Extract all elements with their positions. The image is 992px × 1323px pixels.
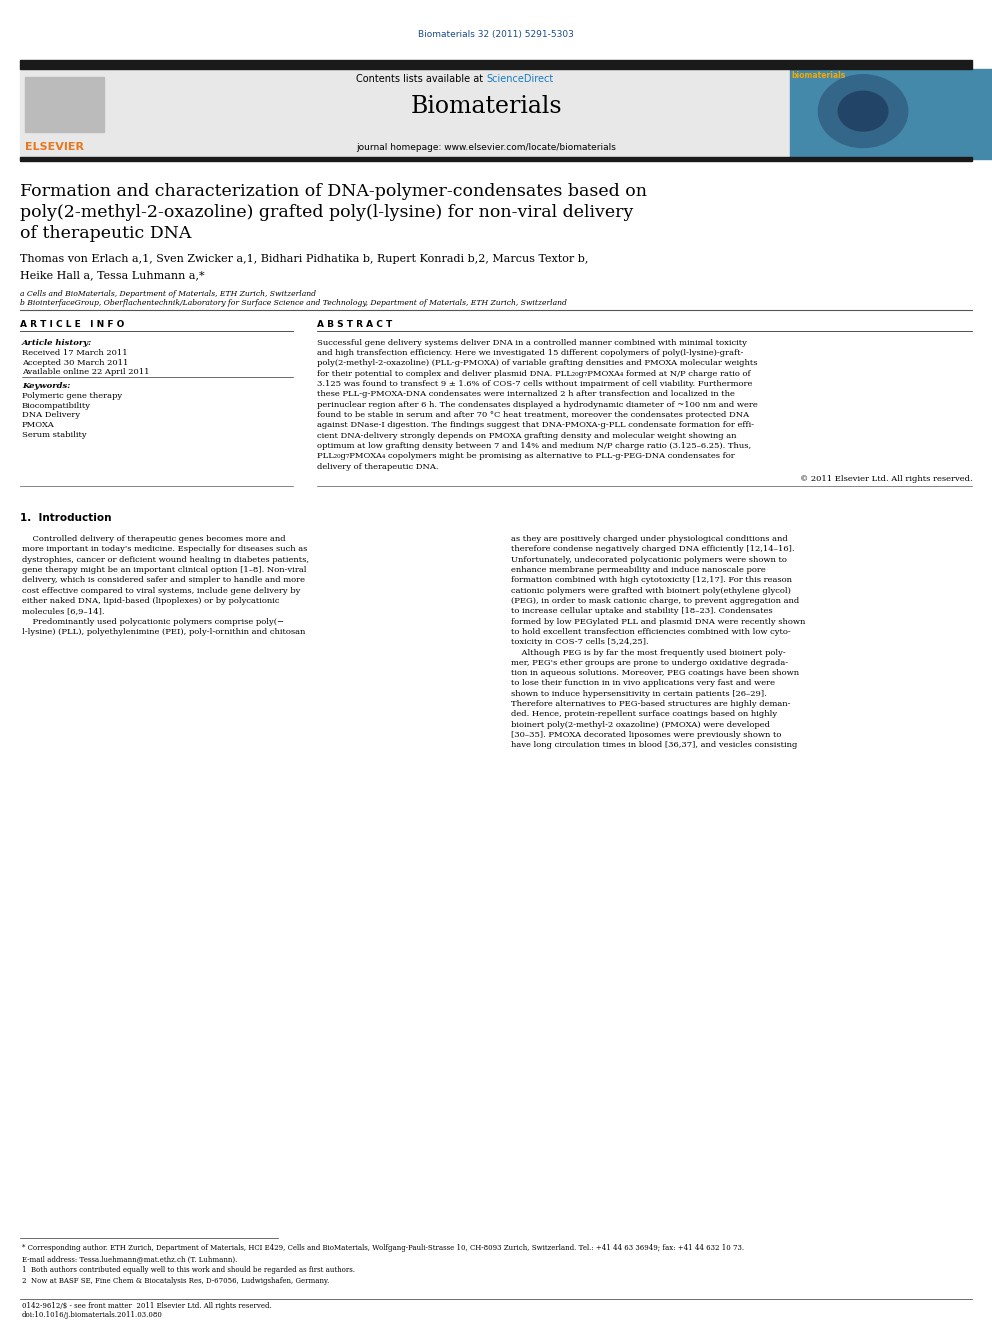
Text: to increase cellular uptake and stability [18–23]. Condensates: to increase cellular uptake and stabilit… (511, 607, 773, 615)
Text: A B S T R A C T: A B S T R A C T (317, 320, 393, 329)
Text: cient DNA-delivery strongly depends on PMOXA grafting density and molecular weig: cient DNA-delivery strongly depends on P… (317, 431, 737, 439)
Ellipse shape (838, 91, 888, 131)
Text: * Corresponding author. ETH Zurich, Department of Materials, HCI E429, Cells and: * Corresponding author. ETH Zurich, Depa… (22, 1244, 744, 1252)
Text: bioinert poly(2-methyl-2 oxazoline) (PMOXA) were developed: bioinert poly(2-methyl-2 oxazoline) (PMO… (511, 721, 770, 729)
Text: molecules [6,9–14].: molecules [6,9–14]. (22, 607, 104, 615)
Text: enhance membrane permeability and induce nanoscale pore: enhance membrane permeability and induce… (511, 566, 766, 574)
Text: have long circulation times in blood [36,37], and vesicles consisting: have long circulation times in blood [36… (511, 741, 798, 749)
Text: cationic polymers were grafted with bioinert poly(ethylene glycol): cationic polymers were grafted with bioi… (511, 586, 791, 594)
Text: formed by low PEGylated PLL and plasmid DNA were recently shown: formed by low PEGylated PLL and plasmid … (511, 618, 806, 626)
Text: 1.  Introduction: 1. Introduction (20, 512, 111, 523)
Text: Biocompatibility: Biocompatibility (22, 402, 91, 410)
Text: ScienceDirect: ScienceDirect (486, 74, 554, 85)
Text: delivery of therapeutic DNA.: delivery of therapeutic DNA. (317, 463, 438, 471)
Text: Thomas von Erlach a,1, Sven Zwicker a,1, Bidhari Pidhatika b, Rupert Konradi b,2: Thomas von Erlach a,1, Sven Zwicker a,1,… (20, 254, 588, 265)
Text: against DNase-I digestion. The findings suggest that DNA-PMOXA-g-PLL condensate : against DNase-I digestion. The findings … (317, 421, 755, 429)
Text: journal homepage: www.elsevier.com/locate/biomaterials: journal homepage: www.elsevier.com/locat… (356, 143, 616, 152)
Text: biomaterials: biomaterials (792, 71, 846, 81)
Text: these PLL-g-PMOXA-DNA condensates were internalized 2 h after transfection and l: these PLL-g-PMOXA-DNA condensates were i… (317, 390, 735, 398)
Text: Received 17 March 2011: Received 17 March 2011 (22, 349, 127, 357)
Text: Unfortunately, undecorated polycationic polymers were shown to: Unfortunately, undecorated polycationic … (511, 556, 787, 564)
Text: Keywords:: Keywords: (22, 382, 70, 390)
Text: [30–35]. PMOXA decorated liposomes were previously shown to: [30–35]. PMOXA decorated liposomes were … (511, 732, 782, 740)
Text: cost effective compared to viral systems, include gene delivery by: cost effective compared to viral systems… (22, 586, 301, 594)
Text: PMOXA: PMOXA (22, 421, 55, 430)
Text: poly(2-methyl-2-oxazoline) (PLL-g-PMOXA) of variable grafting densities and PMOX: poly(2-methyl-2-oxazoline) (PLL-g-PMOXA)… (317, 360, 758, 368)
Text: ELSEVIER: ELSEVIER (25, 142, 83, 152)
Text: and high transfection efficiency. Here we investigated 15 different copolymers o: and high transfection efficiency. Here w… (317, 349, 744, 357)
Text: PLL₂₀g₇PMOXA₄ copolymers might be promising as alternative to PLL-g-PEG-DNA cond: PLL₂₀g₇PMOXA₄ copolymers might be promis… (317, 452, 735, 460)
Text: 1  Both authors contributed equally well to this work and should be regarded as : 1 Both authors contributed equally well … (22, 1266, 355, 1274)
Text: Controlled delivery of therapeutic genes becomes more and: Controlled delivery of therapeutic genes… (22, 534, 286, 542)
Text: E-mail address: Tessa.luehmann@mat.ethz.ch (T. Luhmann).: E-mail address: Tessa.luehmann@mat.ethz.… (22, 1256, 237, 1263)
Text: (PEG), in order to mask cationic charge, to prevent aggregation and: (PEG), in order to mask cationic charge,… (511, 597, 800, 605)
Text: 3.125 was found to transfect 9 ± 1.6% of COS-7 cells without impairment of cell : 3.125 was found to transfect 9 ± 1.6% of… (317, 380, 753, 388)
Text: ded. Hence, protein-repellent surface coatings based on highly: ded. Hence, protein-repellent surface co… (511, 710, 777, 718)
Text: doi:10.1016/j.biomaterials.2011.03.080: doi:10.1016/j.biomaterials.2011.03.080 (22, 1311, 163, 1319)
Bar (790, 69, 992, 159)
Text: to lose their function in in vivo applications very fast and were: to lose their function in in vivo applic… (511, 680, 775, 688)
Text: Therefore alternatives to PEG-based structures are highly deman-: Therefore alternatives to PEG-based stru… (511, 700, 791, 708)
Text: 2  Now at BASF SE, Fine Chem & Biocatalysis Res, D-67056, Ludwigshafen, Germany.: 2 Now at BASF SE, Fine Chem & Biocatalys… (22, 1277, 329, 1285)
Text: more important in today's medicine. Especially for diseases such as: more important in today's medicine. Espe… (22, 545, 308, 553)
Text: 0142-9612/$ - see front matter  2011 Elsevier Ltd. All rights reserved.: 0142-9612/$ - see front matter 2011 Else… (22, 1302, 272, 1310)
Text: l-lysine) (PLL), polyethylenimine (PEI), poly-l-ornithin and chitosan: l-lysine) (PLL), polyethylenimine (PEI),… (22, 628, 306, 636)
Text: formation combined with high cytotoxicity [12,17]. For this reason: formation combined with high cytotoxicit… (511, 577, 792, 585)
Text: for their potential to complex and deliver plasmid DNA. PLL₂₀g₇PMOXA₄ formed at : for their potential to complex and deliv… (317, 369, 751, 377)
Text: as they are positively charged under physiological conditions and: as they are positively charged under phy… (511, 534, 788, 542)
Text: Heike Hall a, Tessa Luhmann a,*: Heike Hall a, Tessa Luhmann a,* (20, 270, 204, 280)
Text: b BiointerfaceGroup, Oberflachentechnik/Laboratory for Surface Science and Techn: b BiointerfaceGroup, Oberflachentechnik/… (20, 299, 566, 307)
Text: gene therapy might be an important clinical option [1–8]. Non-viral: gene therapy might be an important clini… (22, 566, 307, 574)
Text: optimum at low grafting density between 7 and 14% and medium N/P charge ratio (3: optimum at low grafting density between … (317, 442, 752, 450)
Text: Polymeric gene therapy: Polymeric gene therapy (22, 392, 122, 400)
Text: Predominantly used polycationic polymers comprise poly(−: Predominantly used polycationic polymers… (22, 618, 284, 626)
Bar (20, 157, 972, 161)
Text: Accepted 30 March 2011: Accepted 30 March 2011 (22, 359, 128, 366)
Text: found to be stable in serum and after 70 °C heat treatment, moreover the condens: found to be stable in serum and after 70… (317, 411, 750, 419)
Text: Contents lists available at: Contents lists available at (356, 74, 486, 85)
Bar (20, 60, 972, 69)
Text: Biomaterials 32 (2011) 5291-5303: Biomaterials 32 (2011) 5291-5303 (418, 30, 574, 40)
Text: © 2011 Elsevier Ltd. All rights reserved.: © 2011 Elsevier Ltd. All rights reserved… (800, 475, 972, 483)
Ellipse shape (818, 75, 908, 147)
Text: Article history:: Article history: (22, 339, 92, 347)
Text: shown to induce hypersensitivity in certain patients [26–29].: shown to induce hypersensitivity in cert… (511, 689, 767, 697)
Text: Serum stability: Serum stability (22, 431, 86, 439)
Text: poly(2-methyl-2-oxazoline) grafted poly(l-lysine) for non-viral delivery: poly(2-methyl-2-oxazoline) grafted poly(… (20, 204, 633, 221)
Text: Formation and characterization of DNA-polymer-condensates based on: Formation and characterization of DNA-po… (20, 183, 647, 200)
Text: Although PEG is by far the most frequently used bioinert poly-: Although PEG is by far the most frequent… (511, 648, 786, 656)
Bar (25, 77, 104, 132)
Text: Biomaterials: Biomaterials (411, 95, 561, 118)
Text: tion in aqueous solutions. Moreover, PEG coatings have been shown: tion in aqueous solutions. Moreover, PEG… (511, 669, 799, 677)
Text: a Cells and BioMaterials, Department of Materials, ETH Zurich, Switzerland: a Cells and BioMaterials, Department of … (20, 290, 315, 298)
Text: delivery, which is considered safer and simpler to handle and more: delivery, which is considered safer and … (22, 577, 305, 585)
Text: of therapeutic DNA: of therapeutic DNA (20, 225, 191, 242)
Text: therefore condense negatively charged DNA efficiently [12,14–16].: therefore condense negatively charged DN… (511, 545, 795, 553)
Text: Available online 22 April 2011: Available online 22 April 2011 (22, 368, 150, 376)
Text: either naked DNA, lipid-based (lipoplexes) or by polycationic: either naked DNA, lipid-based (lipoplexe… (22, 597, 280, 605)
Text: A R T I C L E   I N F O: A R T I C L E I N F O (20, 320, 124, 329)
Text: perinuclear region after 6 h. The condensates displayed a hydrodynamic diameter : perinuclear region after 6 h. The conden… (317, 401, 758, 409)
Text: Successful gene delivery systems deliver DNA in a controlled manner combined wit: Successful gene delivery systems deliver… (317, 339, 747, 347)
Text: toxicity in COS-7 cells [5,24,25].: toxicity in COS-7 cells [5,24,25]. (511, 638, 649, 646)
Text: mer, PEG's ether groups are prone to undergo oxidative degrada-: mer, PEG's ether groups are prone to und… (511, 659, 788, 667)
Bar (20, 69, 164, 159)
Text: dystrophies, cancer or deficient wound healing in diabetes patients,: dystrophies, cancer or deficient wound h… (22, 556, 309, 564)
Bar (164, 69, 789, 159)
Text: DNA Delivery: DNA Delivery (22, 411, 80, 419)
Text: to hold excellent transfection efficiencies combined with low cyto-: to hold excellent transfection efficienc… (511, 628, 791, 636)
